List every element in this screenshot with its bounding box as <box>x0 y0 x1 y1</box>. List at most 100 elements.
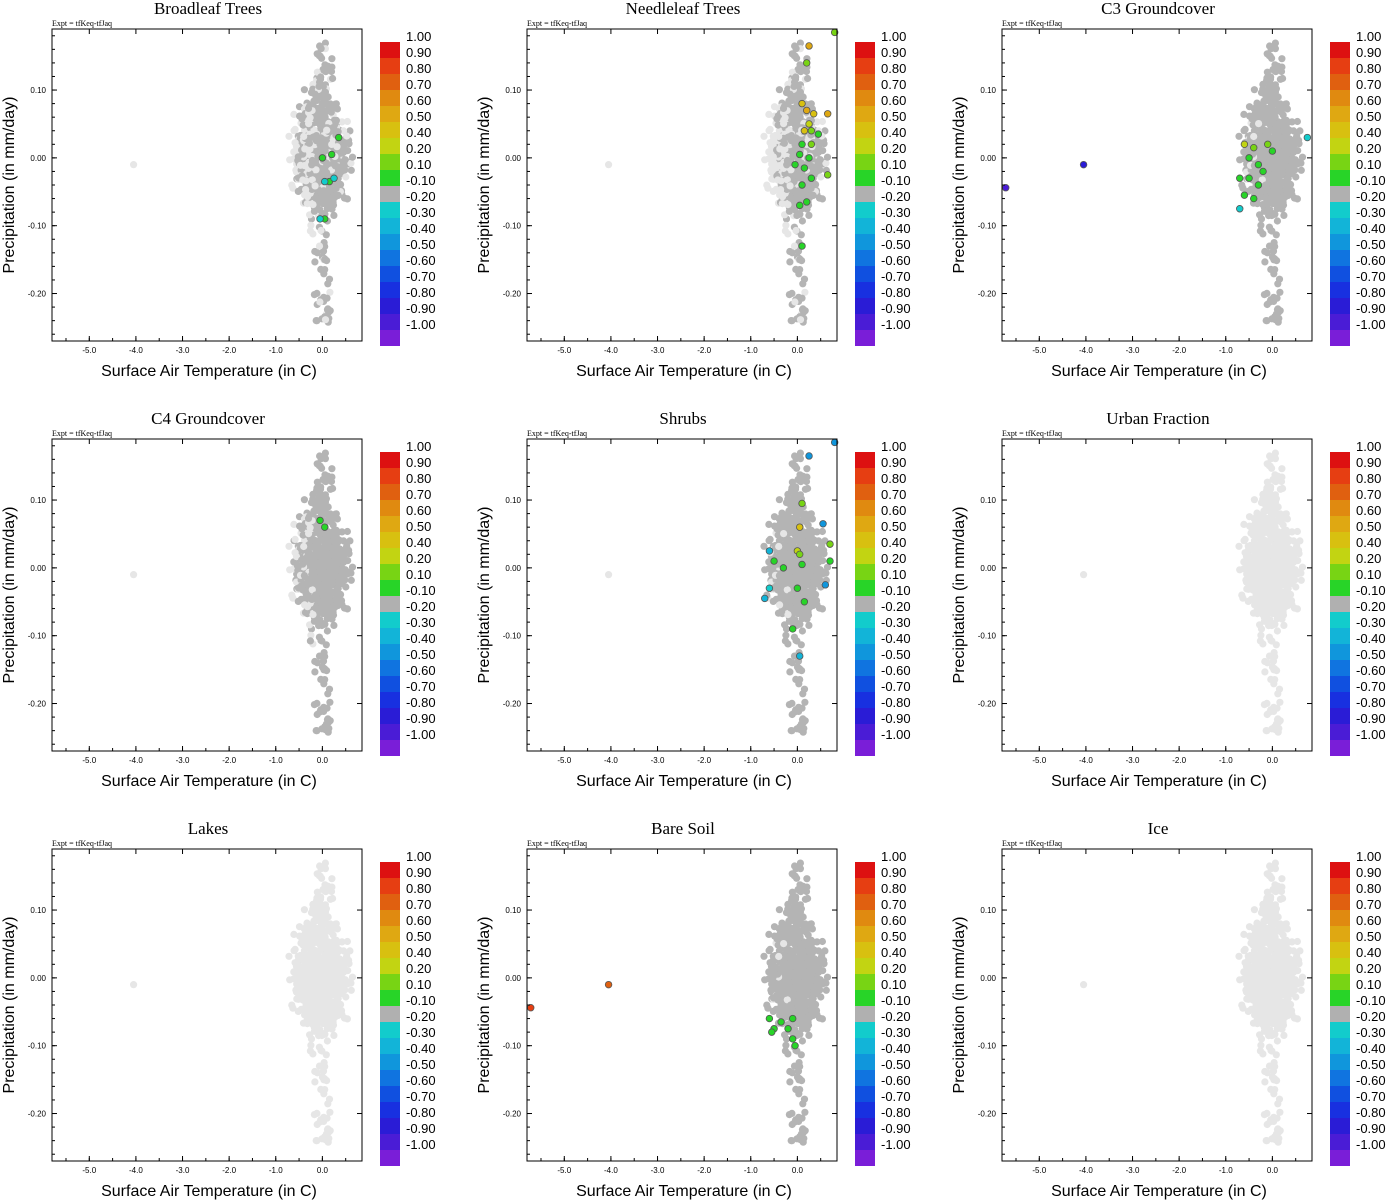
x-tick-label: -3.0 <box>176 346 190 355</box>
cloud-point <box>311 657 319 666</box>
cloud-point <box>316 140 324 149</box>
cloud-point <box>786 657 794 666</box>
highlight-point <box>819 520 827 528</box>
cloud-point <box>1261 258 1269 266</box>
cloud-point <box>786 592 794 600</box>
cloud-point <box>347 166 355 174</box>
cloud-point <box>784 510 792 518</box>
colorbar-swatch <box>380 484 400 500</box>
cloud-point <box>813 162 822 170</box>
cloud-point <box>823 153 832 161</box>
colorbar-swatch <box>855 740 875 756</box>
cloud-point <box>783 161 791 169</box>
cloud-point <box>334 191 342 199</box>
cloud-point <box>792 636 800 645</box>
colorbar-swatch <box>855 122 875 138</box>
colorbar-label: -0.50 <box>1356 237 1386 252</box>
colorbar-label: -0.40 <box>406 631 436 646</box>
colorbar-label: -0.90 <box>406 711 436 726</box>
colorbar-swatch <box>1330 154 1350 170</box>
colorbar-swatch <box>855 612 875 628</box>
colorbar-swatch <box>380 106 400 122</box>
colorbar-swatch <box>380 628 400 644</box>
cloud-point <box>319 563 327 571</box>
colorbar-swatch <box>855 202 875 218</box>
cloud-point <box>775 572 784 580</box>
cloud-point <box>311 668 319 676</box>
x-tick-label: -2.0 <box>222 346 236 355</box>
cloud-point <box>343 117 351 126</box>
colorbar-label: -0.80 <box>406 285 436 300</box>
highlight-point <box>1254 181 1263 189</box>
colorbar-swatch <box>1330 452 1350 468</box>
cloud-point <box>785 617 794 625</box>
colorbar-swatch <box>1330 90 1350 106</box>
colorbar-swatch <box>855 170 875 186</box>
colorbar-swatch <box>855 692 875 708</box>
cloud-point <box>1241 125 1249 133</box>
cloud-point <box>1273 627 1281 635</box>
cloud-point <box>1288 572 1297 580</box>
colorbar-label: 1.00 <box>881 29 906 44</box>
colorbar-swatch <box>380 468 400 484</box>
cloud-point <box>316 503 325 511</box>
cloud-point <box>1297 166 1305 174</box>
x-tick-label: -2.0 <box>697 756 711 765</box>
cloud-point <box>780 120 788 128</box>
y-tick-label: 0.10 <box>505 496 521 505</box>
cloud-point <box>812 590 820 599</box>
cloud-point <box>1251 601 1259 609</box>
y-tick-label: -0.10 <box>503 632 522 641</box>
colorbar-swatch <box>855 580 875 596</box>
cloud-point <box>291 139 299 147</box>
cloud-point <box>798 627 807 635</box>
colorbar-swatch <box>1330 330 1350 346</box>
cloud-point <box>786 90 794 98</box>
highlight-point <box>826 540 834 548</box>
cloud-point <box>809 601 817 610</box>
x-tick-label: -1.0 <box>744 756 758 765</box>
cloud-point <box>1271 666 1279 674</box>
cloud-point <box>1292 583 1300 591</box>
cloud-point <box>316 550 324 559</box>
cloud-point <box>299 176 307 184</box>
colorbar-label: -0.80 <box>1356 285 1386 300</box>
colorbar-swatch <box>855 314 875 330</box>
cloud-point <box>1267 73 1275 81</box>
cloud-point <box>1241 549 1249 557</box>
colorbar-label: 0.80 <box>881 61 906 76</box>
x-tick-label: -5.0 <box>557 346 571 355</box>
cloud-point <box>793 111 801 119</box>
cloud-point <box>819 557 827 565</box>
x-tick-label: -5.0 <box>557 756 571 765</box>
cloud-point <box>799 690 807 698</box>
cloud-point <box>326 307 334 315</box>
cloud-point <box>1282 116 1290 124</box>
outlier-point <box>1079 571 1088 579</box>
cloud-point <box>785 543 793 551</box>
colorbar: 1.000.900.800.700.600.500.400.200.10-0.1… <box>1330 29 1386 346</box>
cloud-point <box>817 173 825 181</box>
colorbar: 1.000.900.800.700.600.500.400.200.10-0.1… <box>380 29 436 346</box>
colorbar-swatch <box>380 500 400 516</box>
plot-area <box>1079 449 1307 736</box>
x-axis-label: Surface Air Temperature (in C) <box>576 363 792 380</box>
y-axis-label: Precipitation (in mm/day) <box>476 507 493 684</box>
cloud-point <box>1280 211 1288 219</box>
colorbar-label: -0.20 <box>881 189 911 204</box>
colorbar-swatch <box>380 596 400 612</box>
colorbar-swatch <box>855 452 875 468</box>
colorbar-swatch <box>855 676 875 692</box>
cloud-point <box>798 704 806 712</box>
cloud-point <box>321 256 329 264</box>
cloud-point <box>1268 211 1276 220</box>
cloud-point <box>1267 636 1275 645</box>
colorbar-swatch <box>855 564 875 580</box>
cloud-point <box>329 484 337 493</box>
cloud-point <box>328 55 336 63</box>
highlight-point <box>791 160 799 169</box>
colorbar-label: -0.10 <box>881 583 911 598</box>
panel-title: Shrubs <box>659 409 706 428</box>
highlight-point <box>1250 143 1258 152</box>
